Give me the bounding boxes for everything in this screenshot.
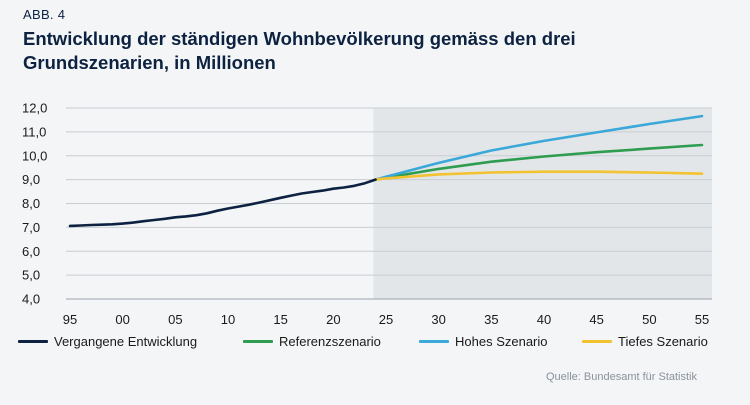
y-tick-label: 11,0 (22, 124, 46, 139)
legend-item-vergangene: Vergangene Entwicklung (18, 334, 197, 349)
y-tick-label: 9,0 (22, 172, 40, 187)
legend-swatch (419, 340, 449, 343)
legend-item-referenz: Referenzszenario (243, 334, 381, 349)
x-tick-label: 50 (642, 312, 656, 327)
series-line-tiefes-szenario (374, 170, 704, 181)
y-tick-label: 12,0 (22, 101, 47, 116)
x-tick-label: 45 (589, 312, 603, 327)
x-tick-label: 55 (695, 312, 709, 327)
x-tick-label: 35 (484, 312, 498, 327)
x-tick-label: 40 (537, 312, 551, 327)
x-tick-label: 95 (63, 312, 77, 327)
y-tick-label: 6,0 (22, 244, 40, 259)
legend-swatch (582, 340, 612, 343)
series-line-referenzszenario (374, 143, 704, 181)
legend-swatch (243, 340, 273, 343)
y-tick-label: 7,0 (22, 220, 40, 235)
x-tick-label: 20 (326, 312, 340, 327)
y-tick-label: 10,0 (22, 148, 47, 163)
series-line-hohes-szenario (374, 114, 704, 181)
series-line-vergangene-entwicklung (68, 178, 377, 228)
y-tick-label: 4,0 (22, 292, 40, 307)
legend-label: Tiefes Szenario (618, 334, 708, 349)
figure-label: ABB. 4 (23, 7, 66, 22)
x-tick-label: 00 (115, 312, 129, 327)
x-tick-label: 10 (221, 312, 235, 327)
line-chart: 4,0 5,0 6,0 7,0 8,0 9,0 10,0 11,0 12,0 95 00 05 10 1… (22, 101, 712, 327)
legend-item-tiefes: Tiefes Szenario (582, 334, 708, 349)
x-tick-label: 15 (273, 312, 287, 327)
legend-label: Hohes Szenario (455, 334, 548, 349)
chart-title: Entwicklung der ständigen Wohnbevölkerun… (23, 28, 576, 73)
legend-label: Referenzszenario (279, 334, 381, 349)
x-tick-label: 05 (168, 312, 182, 327)
x-tick-label: 25 (379, 312, 393, 327)
source-note: Quelle: Bundesamt für Statistik (545, 371, 697, 383)
legend-item-hohes: Hohes Szenario (419, 334, 548, 349)
y-tick-label: 8,0 (22, 196, 40, 211)
x-tick-label: 30 (431, 312, 445, 327)
legend-swatch (18, 340, 48, 343)
y-tick-label: 5,0 (22, 268, 40, 283)
chart-legend: Vergangene Entwicklung Referenzszenario … (0, 334, 750, 358)
legend-label: Vergangene Entwicklung (54, 334, 198, 349)
